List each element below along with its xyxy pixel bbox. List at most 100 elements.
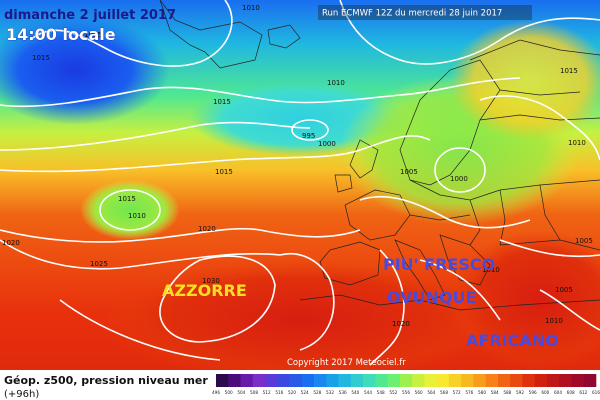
legend-swatch [350,374,364,387]
legend-tick-label: 528 [313,390,321,395]
isobar-label: 1010 [128,212,146,220]
legend-tick-label: 584 [491,390,499,395]
legend-tick-label: 616 [592,390,600,395]
legend-tick-label: 592 [516,390,524,395]
isobar-label: 1015 [118,195,136,203]
legend-swatch [534,374,548,387]
isobar-label: 1005 [575,237,593,245]
legend-swatch [412,374,425,387]
legend-tick-label: 532 [326,390,334,395]
legend-swatch [363,374,376,387]
isobar-label: 1015 [84,31,102,39]
legend-swatch [583,374,597,387]
legend-tick-label: 604 [554,390,562,395]
run-banner [318,5,532,20]
legend-swatch [436,374,450,387]
isobar-label: 995 [302,132,315,140]
legend-tick-label: 544 [364,390,372,395]
isobar-label: 1010 [568,139,586,147]
annotation-azzorre: AZZORRE [162,281,247,300]
legend-swatch [571,374,585,387]
isobar-label: 1010 [327,79,345,87]
geopotential-field [0,0,600,380]
legend-tick-label: 524 [301,390,309,395]
annotation-fresco-line1: PIU' FRESCO [383,255,495,274]
isobar-label: 1005 [555,286,573,294]
legend-swatch [473,374,486,387]
legend-tick-label: 564 [427,390,435,395]
isobars [0,0,600,365]
legend-swatch [485,374,499,387]
legend-tick-label: 572 [453,390,461,395]
legend-swatch [228,374,241,387]
legend-swatch [252,374,266,387]
legend-tick-label: 500 [225,390,233,395]
isobar-label: 1015 [215,168,233,176]
legend-tick-label: 608 [567,390,575,395]
isobar-label: 1005 [400,168,418,176]
legend-tick-label: 612 [579,390,587,395]
run-info: Run ECMWF 12Z du mercredi 28 juin 2017 [322,9,502,19]
legend-tick-label: 568 [440,390,448,395]
legend-swatch [277,374,290,387]
annotation-africano: AFRICANO [466,331,559,350]
legend-tick-label: 560 [415,390,423,395]
legend-tick-label: 504 [237,390,245,395]
annotation-fresco-line2: OVUNQUE [387,288,476,307]
legend-tick-label: 520 [288,390,296,395]
legend-swatch [399,374,413,387]
copyright: Copyright 2017 Meteociel.fr [287,358,406,368]
legend-tick-label: 580 [478,390,486,395]
coastlines [159,0,600,311]
legend-swatch [326,374,339,387]
legend-tick-label: 596 [529,390,537,395]
forecast-date: dimanche 2 juillet 2017 [4,8,176,23]
isobar-label: 1020 [198,225,216,233]
legend-tick-label: 512 [263,390,271,395]
legend-tick-label: 508 [250,390,258,395]
legend-swatch [510,374,523,387]
colour-legend: 496 500 504 508 512 516 520 524 528 532 536 540 544 5… [212,374,600,395]
isobar-label: 1000 [450,175,468,183]
legend-swatch [265,374,278,387]
isobar-label: 1020 [2,239,20,247]
footer-lead-time: (+96h) [4,389,39,400]
legend-swatch [314,374,327,387]
legend-tick-label: 516 [275,390,283,395]
isobar-label: 1010 [242,4,260,12]
legend-swatch [289,374,303,387]
legend-tick-label: 600 [541,390,549,395]
isobar-label: 1015 [560,67,578,75]
legend-tick-label: 576 [465,390,473,395]
legend-swatch [522,374,536,387]
legend-swatch [497,374,511,387]
legend-swatch [546,374,560,387]
isobar-label: 1025 [90,260,108,268]
isobar-label: 1010 [545,317,563,325]
legend-swatch [301,374,315,387]
legend-swatch [216,374,229,387]
isobar-label: 1000 [318,140,336,148]
isobar-label: 1015 [213,98,231,106]
legend-swatch [559,374,572,387]
isobar-label: 1020 [392,320,410,328]
legend-tick-label: 496 [212,390,220,395]
legend-tick-label: 536 [339,390,347,395]
forecast-time: 14:00 locale [6,25,116,44]
legend-swatch [338,374,352,387]
legend-swatch [448,374,462,387]
legend-tick-label: 540 [351,390,359,395]
isobar-label: 1015 [32,54,50,62]
legend-tick-label: 588 [503,390,511,395]
legend-tick-label: 548 [377,390,385,395]
legend-swatch [424,374,437,387]
isobar-labels: 1010 1015 1015 1015 995 1000 1010 1015 1… [2,4,593,328]
legend-tick-label: 552 [389,390,397,395]
legend-swatch [375,374,388,387]
legend-swatch [461,374,474,387]
legend-swatch [387,374,401,387]
isobar-label: 1030 [202,277,220,285]
isobar-label: 1010 [482,266,500,274]
footer-title: Géop. z500, pression niveau mer [4,374,208,387]
